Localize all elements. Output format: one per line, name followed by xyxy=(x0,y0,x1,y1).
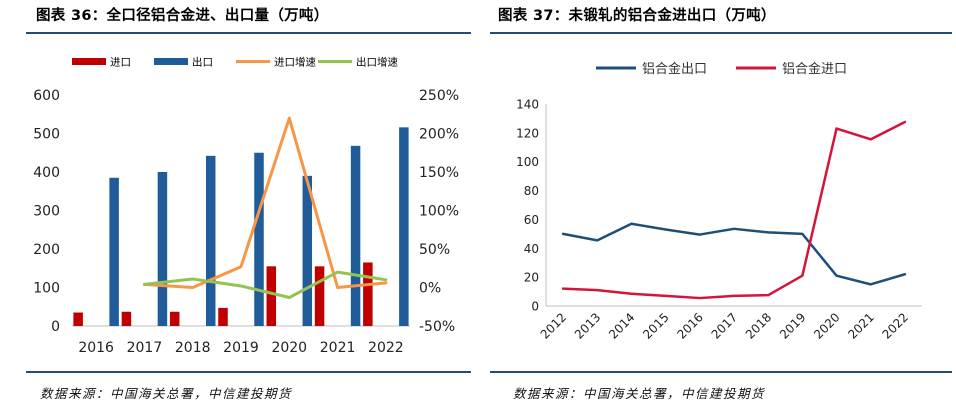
x-tick-label: 2021 xyxy=(320,340,356,356)
bar-series-1-2018 xyxy=(205,155,216,326)
line-series-0 xyxy=(561,222,907,286)
y-tick-label: 120 xyxy=(516,126,539,140)
line-series-3 xyxy=(142,270,388,300)
y-tick-label: 140 xyxy=(516,98,539,112)
y-tick-label: 40 xyxy=(524,242,539,256)
figure-36-title: 图表 36：全口径铝合金进、出口量（万吨） xyxy=(36,8,329,24)
legend-label-2: 进口增速 xyxy=(274,56,316,69)
bar-series-1-2021 xyxy=(350,145,361,326)
legend-label-3: 出口增速 xyxy=(356,56,398,69)
bar-series-0-2020 xyxy=(266,266,277,326)
x-tick-label: 2019 xyxy=(777,310,808,341)
y-right-tick-label: 200% xyxy=(419,127,459,143)
x-tick-label: 2016 xyxy=(78,340,114,356)
bar-series-0-2016 xyxy=(73,312,83,326)
bar-series-1-2020 xyxy=(302,175,313,326)
line-series-2 xyxy=(142,116,388,289)
y-tick-label: 0 xyxy=(531,300,539,314)
x-tick-label: 2022 xyxy=(368,340,404,356)
bottom-rule xyxy=(26,371,471,373)
x-tick-label: 2014 xyxy=(606,310,637,341)
x-tick-label: 2013 xyxy=(572,310,603,341)
y-right-tick-label: 100% xyxy=(419,204,459,220)
bar-series-0-2021 xyxy=(314,266,325,326)
line-series-1 xyxy=(561,120,907,300)
x-tick-label: 2022 xyxy=(880,310,911,341)
legend-swatch-1 xyxy=(154,58,188,65)
x-tick-label: 2017 xyxy=(127,340,163,356)
legend-label-0: 铝合金出口 xyxy=(642,61,707,77)
figure-36-chart: 进口 出口 进口增速 出口增速 0 100 200 300 400 500 600 -50% 0% 50%… xyxy=(33,56,459,357)
y-tick-label: 80 xyxy=(524,184,539,198)
y-left-tick-label: 500 xyxy=(33,127,60,143)
y-right-tick-label: 0% xyxy=(419,281,441,297)
y-left-tick-label: 600 xyxy=(33,88,60,104)
figure-36-source: 数据来源：中国海关总署，中信建投期货 xyxy=(40,386,293,401)
x-tick-label: 2015 xyxy=(640,310,671,341)
figure-36-panel: 图表 36：全口径铝合金进、出口量（万吨） 进口 出口 进口增速 出口增速 0 100 20… xyxy=(0,0,474,418)
bar-series-0-2018 xyxy=(169,311,180,326)
legend-label-1: 出口 xyxy=(192,56,213,69)
x-tick-label: 2020 xyxy=(271,340,307,356)
bar-series-0-2017 xyxy=(121,311,132,326)
bar-series-1-2016 xyxy=(109,177,119,326)
legend-label-1: 铝合金进口 xyxy=(782,61,847,77)
y-tick-label: 20 xyxy=(524,271,539,285)
y-left-tick-label: 100 xyxy=(33,281,60,297)
bottom-rule xyxy=(490,371,952,373)
bar-series-1-2017 xyxy=(157,172,168,326)
x-tick-label: 2017 xyxy=(709,310,740,341)
y-right-tick-label: 50% xyxy=(419,242,450,258)
bar-series-1-2022 xyxy=(399,127,409,326)
y-left-tick-label: 400 xyxy=(33,165,60,181)
bar-series-0-2022 xyxy=(363,262,373,326)
x-tick-label: 2016 xyxy=(674,310,705,341)
bar-series-1-2019 xyxy=(254,152,264,326)
top-rule xyxy=(490,32,952,34)
figure-37-source: 数据来源：中国海关总署，中信建投期货 xyxy=(513,386,766,401)
figure-37-chart: 铝合金出口 铝合金进口 0 20 40 60 80 100 120 140 2012 2013 2014… xyxy=(516,61,922,342)
x-tick-label: 2018 xyxy=(743,310,774,341)
legend-swatch-0 xyxy=(72,58,106,65)
y-tick-label: 60 xyxy=(524,213,539,227)
y-right-tick-label: 150% xyxy=(419,165,459,181)
x-tick-label: 2012 xyxy=(538,310,569,341)
x-tick-label: 2021 xyxy=(845,310,876,341)
y-left-tick-label: 200 xyxy=(33,242,60,258)
figure-37-title: 图表 37：未锻轧的铝合金进出口（万吨） xyxy=(498,8,776,24)
legend-label-0: 进口 xyxy=(110,57,131,69)
top-rule xyxy=(26,32,471,34)
y-right-tick-label: 250% xyxy=(419,88,459,104)
y-right-tick-label: -50% xyxy=(419,319,455,335)
x-tick-label: 2019 xyxy=(223,340,259,356)
bar-series-0-2019 xyxy=(218,307,228,326)
y-tick-label: 100 xyxy=(516,155,539,169)
figure-37-panel: 图表 37：未锻轧的铝合金进出口（万吨） 铝合金出口 铝合金进口 0 20 40 60 80… xyxy=(486,0,956,418)
y-left-tick-label: 0 xyxy=(51,319,60,335)
x-tick-label: 2018 xyxy=(175,340,211,356)
x-tick-label: 2020 xyxy=(811,310,842,341)
y-left-tick-label: 300 xyxy=(33,204,60,220)
